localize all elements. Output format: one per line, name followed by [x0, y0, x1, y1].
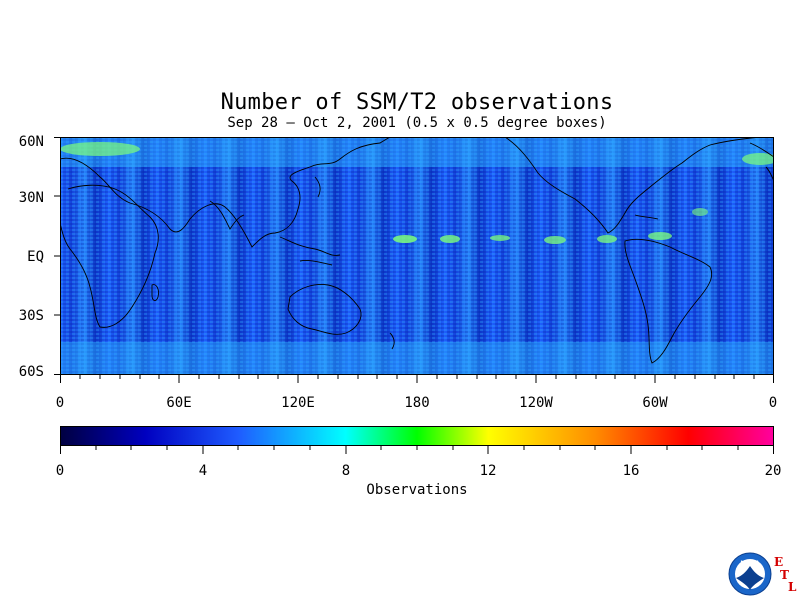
south-high-latitude-band — [60, 342, 774, 375]
equatorial-hotspot — [597, 235, 617, 243]
lat-label-60n: 60N — [18, 134, 44, 150]
north-america-coastline — [504, 136, 761, 234]
equatorial-hotspot — [648, 232, 672, 240]
japan-coastline — [314, 176, 321, 198]
colorbar-title: Observations — [366, 482, 468, 498]
lon-label-60w: 60W — [642, 395, 668, 411]
colorbar-tick-12: 12 — [479, 463, 497, 479]
colorbar-tick-16: 16 — [622, 463, 640, 479]
new-zealand-coastline — [389, 332, 395, 350]
lon-label-120w: 120W — [519, 395, 553, 411]
colorbar-tick-8: 8 — [341, 463, 351, 479]
africa-coastline — [59, 184, 159, 328]
northeast-coastline — [749, 142, 775, 158]
colorbar-tick-0: 0 — [55, 463, 65, 479]
north-hotspot — [60, 142, 140, 156]
observation-map — [59, 136, 778, 375]
colorbar-tick-4: 4 — [198, 463, 208, 479]
equatorial-hotspot — [544, 236, 566, 244]
map-frame — [60, 137, 774, 375]
map-title: Number of SSM/T2 observations — [220, 90, 614, 115]
caribbean-coastline — [634, 214, 659, 220]
noaa-logo: NOAA — [728, 552, 772, 596]
india-coastline — [209, 200, 245, 230]
lon-label-0: 0 — [55, 395, 65, 411]
etl-letter-t: T — [780, 568, 789, 582]
lat-label-30n: 30N — [18, 190, 44, 206]
madagascar-coastline — [151, 284, 159, 302]
equatorial-hotspot — [490, 235, 510, 241]
equatorial-hotspot — [393, 235, 417, 243]
etl-letter-l: L — [788, 580, 797, 594]
map-subtitle: Sep 28 – Oct 2, 2001 (0.5 x 0.5 degree b… — [227, 115, 607, 131]
hotspot — [692, 208, 708, 216]
lon-label-120e: 120E — [281, 395, 315, 411]
australia-coastline — [287, 284, 362, 335]
lon-label-180: 180 — [404, 395, 430, 411]
south-america-coastline — [624, 238, 713, 364]
lat-label-30s: 30S — [18, 308, 44, 324]
colorbar-tick-20: 20 — [764, 463, 782, 479]
equatorial-hotspot — [440, 235, 460, 243]
lat-ticks — [54, 137, 60, 375]
north-hotspot — [742, 153, 778, 165]
lon-ticks — [60, 375, 774, 383]
indonesia-coastline — [279, 236, 341, 256]
observation-noise — [60, 137, 774, 375]
eurasia-coastline — [59, 136, 391, 248]
lat-label-60s: 60S — [18, 364, 44, 380]
lon-label-0-end: 0 — [768, 395, 778, 411]
north-high-latitude-band — [60, 137, 774, 167]
map-panel — [59, 136, 778, 383]
colorbar-gradient — [60, 426, 774, 454]
noaa-logo-text: NOAA — [740, 560, 760, 567]
colorbar — [60, 426, 774, 456]
lat-label-eq: EQ — [27, 249, 44, 265]
etl-letter-e: E — [774, 555, 784, 569]
indonesia-coastline — [299, 260, 333, 266]
lon-label-60e: 60E — [166, 395, 192, 411]
